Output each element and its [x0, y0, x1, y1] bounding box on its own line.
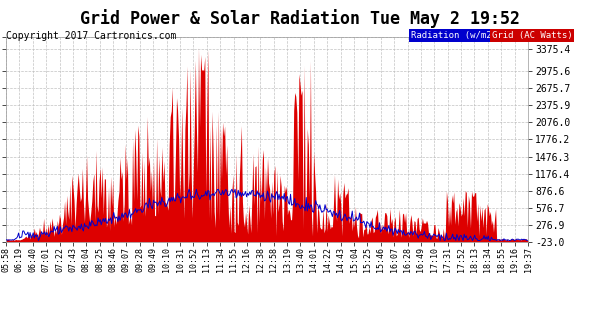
Text: Grid Power & Solar Radiation Tue May 2 19:52: Grid Power & Solar Radiation Tue May 2 1…	[80, 9, 520, 28]
Text: Copyright 2017 Cartronics.com: Copyright 2017 Cartronics.com	[6, 31, 176, 41]
Text: Grid (AC Watts): Grid (AC Watts)	[492, 31, 572, 40]
Text: Radiation (w/m2): Radiation (w/m2)	[411, 31, 497, 40]
